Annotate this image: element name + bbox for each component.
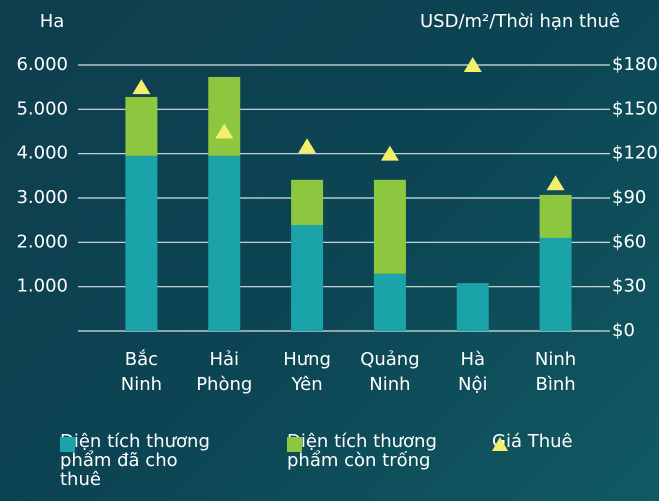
y-tick-label: 2.000: [16, 231, 68, 252]
y2-tick-label: $90: [612, 187, 646, 208]
price-marker: [546, 175, 565, 191]
x-tick-label: Quảng Ninh: [360, 349, 419, 395]
y-tick-label: 6.000: [16, 54, 68, 75]
bar: [373, 179, 406, 274]
legend-marker: [60, 437, 75, 452]
y-tick-label: 3.000: [16, 187, 68, 208]
price-marker: [463, 57, 482, 72]
price-marker: [132, 79, 151, 95]
y2-tick-label: $60: [612, 231, 646, 252]
x-tick-label: Ninh Bình: [535, 349, 576, 395]
legend-marker: [287, 437, 302, 452]
bar: [373, 273, 406, 331]
bar: [539, 194, 572, 238]
legend-label: Diện tích thương phẩm còn trống: [287, 431, 437, 471]
y2-tick-label: $180: [612, 54, 658, 75]
bar: [125, 155, 158, 331]
bar: [291, 179, 324, 226]
legend-label: Giá Thuê: [492, 431, 573, 452]
y2-tick-label: $150: [612, 98, 658, 119]
legend-item: Diện tích thương phẩm còn trống: [287, 432, 447, 470]
bar: [291, 225, 324, 331]
bar: [125, 96, 158, 156]
legend-swatch: [60, 437, 75, 452]
y-axis-label: Ha: [40, 11, 65, 32]
y2-tick-label: $0: [612, 320, 635, 341]
y-tick-label: 1.000: [16, 276, 68, 297]
y2-tick-label: $30: [612, 276, 646, 297]
legend-label: Diện tích thương phẩm đã cho thuê: [60, 431, 210, 490]
legend-swatch: [492, 437, 508, 451]
bar: [208, 155, 241, 331]
bar: [456, 283, 489, 331]
bar: [539, 237, 572, 331]
x-tick-label: Hải Phòng: [196, 349, 252, 395]
legend: Diện tích thương phẩm đã cho thuê Diện tí…: [60, 432, 659, 498]
chart: Ha USD/m²/Thời hạn thuê 1.000 2.000 3.000 4…: [16, 11, 658, 395]
x-tick-label: Hà Nội: [458, 349, 487, 395]
legend-marker: [492, 437, 508, 451]
legend-item: Diện tích thương phẩm đã cho thuê: [60, 432, 220, 489]
x-tick-label: Bắc Ninh: [121, 349, 162, 395]
price-marker: [380, 145, 399, 161]
price-marker: [215, 123, 234, 139]
x-tick-label: Hưng Yên: [283, 349, 331, 395]
legend-swatch: [287, 437, 302, 452]
y-tick-label: 5.000: [16, 98, 68, 119]
y2-axis-label: USD/m²/Thời hạn thuê: [420, 11, 620, 32]
bar: [208, 76, 241, 156]
y2-tick-label: $120: [612, 143, 658, 164]
y-tick-label: 4.000: [16, 143, 68, 164]
legend-item: Giá Thuê: [492, 432, 573, 451]
price-marker: [298, 138, 317, 154]
